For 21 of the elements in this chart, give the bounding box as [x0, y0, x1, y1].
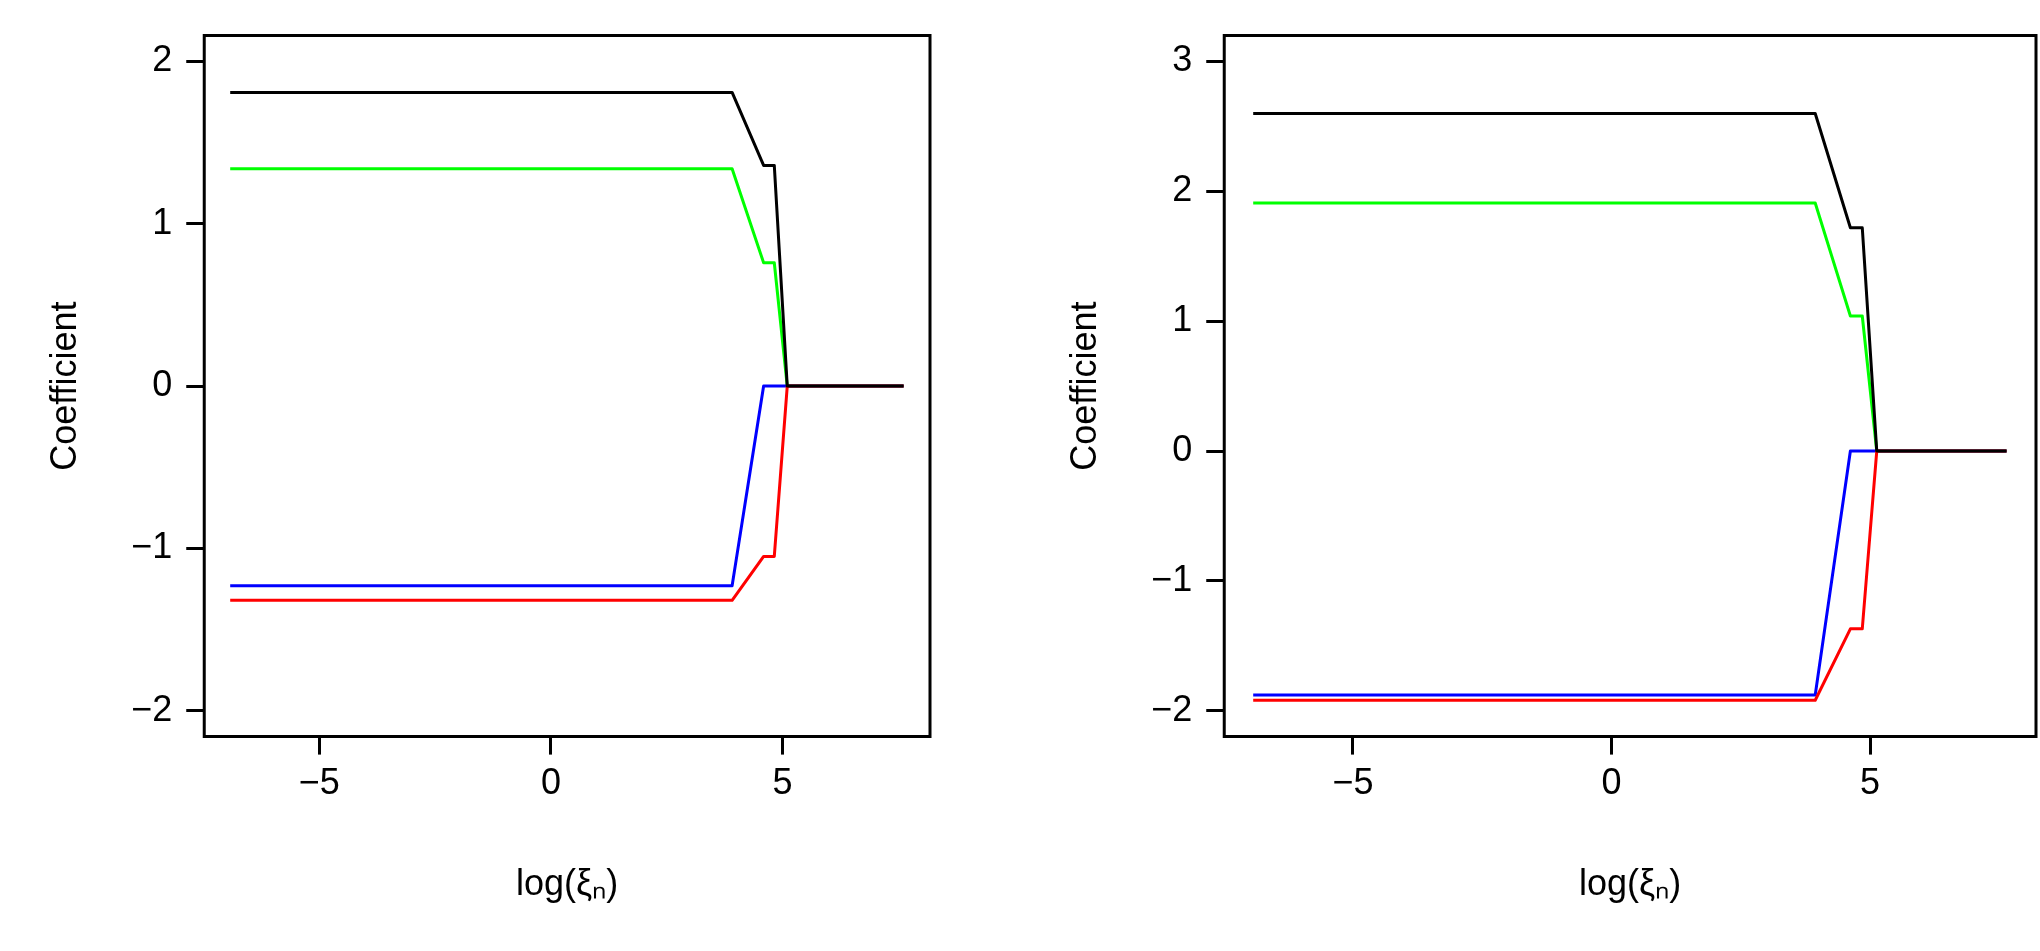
y-tick-label: −2	[1151, 687, 1193, 729]
x-axis-title: log(ξₙ)	[516, 862, 619, 904]
y-axis-title: Coefficient	[1062, 301, 1104, 471]
y-axis-title: Coefficient	[42, 301, 84, 471]
x-tick-label: 0	[1601, 761, 1622, 803]
y-tick-label: 0	[152, 363, 173, 405]
x-tick-label: −5	[298, 761, 340, 803]
x-axis-title: log(ξₙ)	[1579, 862, 1682, 904]
y-tick-label: 1	[152, 200, 173, 242]
x-tick-label: 5	[772, 761, 793, 803]
y-tick-label: −1	[131, 525, 173, 567]
y-tick-label: 2	[1172, 168, 1193, 210]
y-tick-label: 3	[1172, 38, 1193, 80]
y-tick-label: 2	[152, 38, 173, 80]
y-tick-label: 0	[1172, 427, 1193, 469]
y-tick-label: −1	[1151, 557, 1193, 599]
y-tick-label: 1	[1172, 298, 1193, 340]
x-tick-label: −5	[1332, 761, 1374, 803]
x-tick-label: 5	[1860, 761, 1881, 803]
x-tick-label: 0	[540, 761, 561, 803]
y-tick-label: −2	[131, 687, 173, 729]
